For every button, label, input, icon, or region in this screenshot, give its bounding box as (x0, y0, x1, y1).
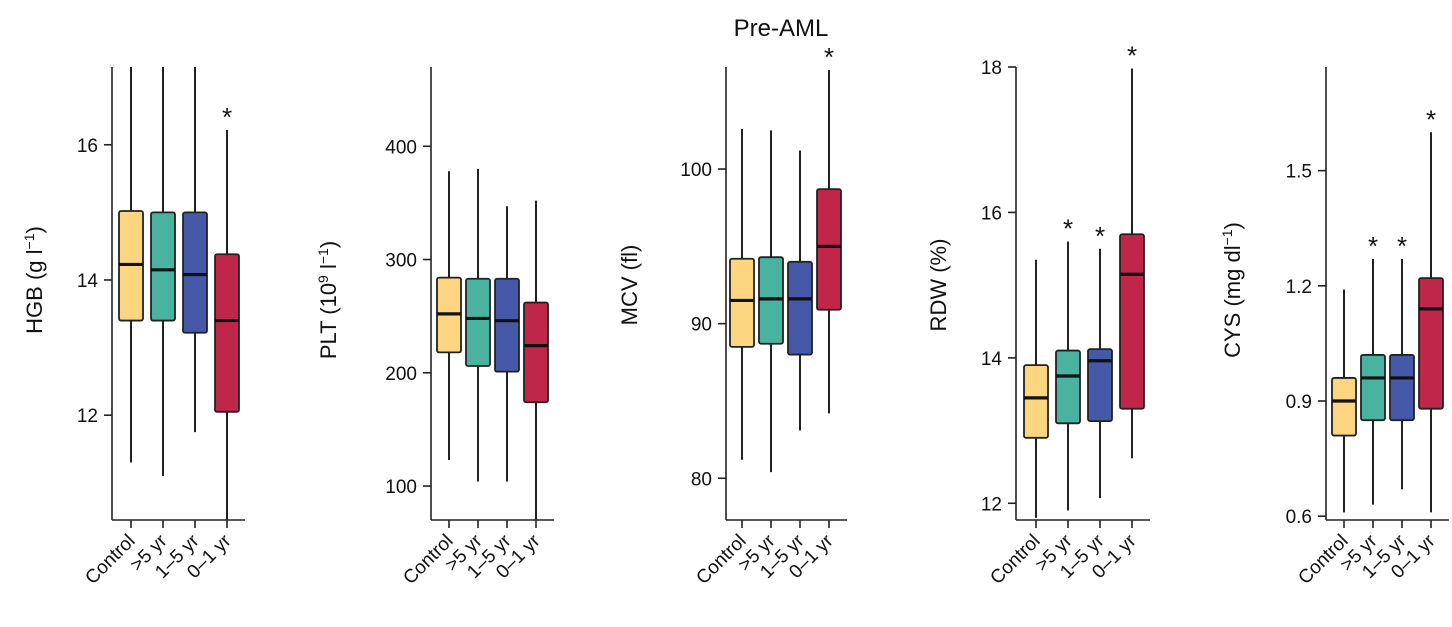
y-tick-label: 16 (77, 136, 98, 157)
box-1-5-yr (182, 211, 208, 334)
y-axis-label: HGB (g l−1) (21, 226, 47, 334)
box-0-1-yr (1418, 277, 1444, 410)
box-1-5-yr (1389, 354, 1415, 422)
box-control (1331, 377, 1357, 437)
box-5-yr (150, 211, 176, 322)
y-axis-label: MCV (fl) (617, 245, 642, 326)
significance-star: * (1397, 231, 1407, 261)
box-0-1-yr (523, 301, 549, 404)
box-5-yr (1055, 349, 1081, 425)
y-tick-label: 18 (981, 58, 1002, 79)
box-1-5-yr (494, 277, 520, 373)
box-5-yr (465, 277, 491, 367)
y-axis-label: RDW (%) (926, 239, 951, 332)
y-tick-label: 0.9 (1286, 392, 1312, 413)
box-5-yr (1360, 354, 1386, 422)
y-tick-label: 14 (981, 349, 1003, 370)
significance-star: * (824, 42, 834, 72)
y-tick-label: 80 (691, 469, 712, 490)
y-tick-label: 16 (981, 203, 1002, 224)
y-tick-label: 100 (385, 477, 417, 498)
box-0-1-yr (816, 188, 842, 311)
y-tick-label: 0.6 (1286, 507, 1312, 528)
significance-star: * (1368, 231, 1378, 261)
box-1-5-yr (787, 260, 813, 356)
y-tick-label: 1.2 (1286, 277, 1312, 298)
box-1-5-yr (1087, 348, 1113, 423)
y-tick-label: 200 (385, 364, 417, 385)
y-tick-label: 90 (691, 315, 712, 336)
y-tick-label: 12 (981, 494, 1002, 515)
y-tick-label: 12 (77, 406, 98, 427)
significance-star: * (1127, 40, 1137, 70)
box-0-1-yr (214, 253, 240, 413)
y-tick-label: 400 (385, 137, 417, 158)
y-tick-label: 14 (77, 271, 99, 292)
y-tick-label: 300 (385, 251, 417, 272)
y-axis-label: PLT (109 l−1) (315, 241, 341, 359)
y-tick-label: 100 (680, 160, 712, 181)
y-axis-label: CYS (mg dl−1) (1219, 222, 1245, 358)
box-0-1-yr (1119, 233, 1145, 410)
significance-star: * (1095, 221, 1105, 251)
significance-star: * (1063, 214, 1073, 244)
y-tick-label: 1.5 (1286, 162, 1312, 183)
box-control (729, 257, 755, 348)
significance-star: * (222, 102, 232, 132)
figure-title: Pre-AML (734, 15, 829, 42)
significance-star: * (1426, 104, 1436, 134)
box-control (1023, 364, 1049, 439)
